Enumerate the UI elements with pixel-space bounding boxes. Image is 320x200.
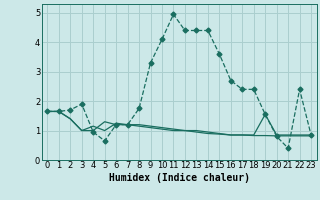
X-axis label: Humidex (Indice chaleur): Humidex (Indice chaleur) <box>109 173 250 183</box>
